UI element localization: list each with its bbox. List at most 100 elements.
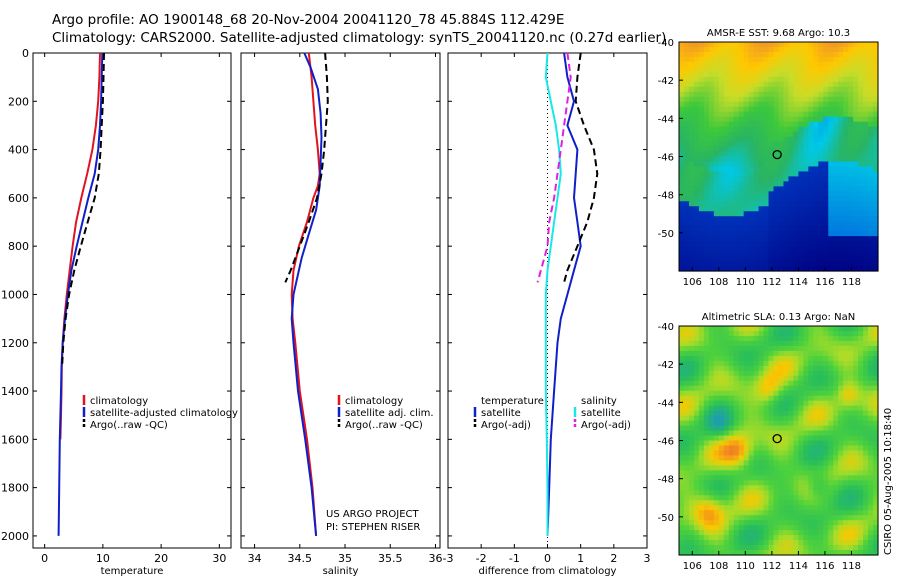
map-cell (808, 400, 814, 407)
x-tick-label: -1 (509, 552, 520, 565)
map-cell (868, 480, 874, 486)
map-cell (703, 121, 710, 128)
map-cell (798, 131, 804, 138)
map-cell (748, 510, 755, 516)
map-cell (853, 350, 859, 357)
map-cell (808, 350, 814, 357)
map-cell (733, 475, 740, 481)
map-cell (813, 96, 819, 103)
map-cell (748, 480, 755, 486)
map-cell (853, 246, 859, 252)
map-cell (679, 430, 685, 437)
map-cell (803, 490, 809, 496)
map-cell (843, 111, 849, 118)
map-cell (753, 330, 760, 337)
map-cell (679, 530, 685, 536)
map-cell (708, 435, 715, 442)
map-cell (679, 355, 685, 362)
map-cell (688, 360, 695, 367)
map-cell (848, 365, 854, 372)
map-cell (798, 231, 804, 237)
map-cell (858, 430, 864, 437)
map-cell (873, 111, 879, 118)
map-cell (873, 146, 879, 153)
map-cell (708, 136, 715, 143)
map-cell (693, 460, 700, 466)
map-cell (818, 216, 824, 222)
map-cell (683, 246, 690, 252)
map-cell (713, 126, 720, 133)
map-cell (788, 226, 795, 232)
map-cell (698, 540, 705, 546)
map-cell (778, 106, 785, 113)
map-cell (808, 186, 814, 192)
map-cell (693, 211, 700, 217)
map-cell (738, 221, 745, 227)
map-cell (858, 191, 864, 197)
map-cell (798, 121, 804, 128)
map-cell (798, 370, 804, 377)
map-cell (718, 241, 725, 247)
map-cell (823, 370, 829, 377)
map-cell (793, 211, 799, 217)
map-2-cells (679, 326, 879, 556)
map-cell (818, 385, 824, 392)
map-cell (733, 106, 740, 113)
map-cell (823, 256, 829, 262)
map-cell (873, 360, 879, 367)
map-cell (853, 460, 859, 466)
map-cell (838, 161, 844, 168)
map-cell (863, 355, 869, 362)
map-cell (723, 530, 730, 536)
map-cell (713, 221, 720, 227)
map-cell (853, 141, 859, 148)
map-cell (843, 126, 849, 133)
map-cell (703, 241, 710, 247)
map-cell (868, 540, 874, 546)
map-cell (679, 485, 685, 491)
map-cell (858, 370, 864, 377)
map-cell (713, 46, 720, 53)
map-cell (703, 96, 710, 103)
map-cell (778, 241, 785, 247)
map-cell (728, 470, 735, 476)
map-cell (743, 500, 750, 506)
map-cell (863, 390, 869, 397)
map-cell (728, 266, 735, 272)
map-cell (793, 116, 799, 123)
map-cell (783, 76, 790, 83)
map-cell (813, 490, 819, 496)
map-cell (858, 211, 864, 217)
map-cell (723, 430, 730, 437)
map-cell (758, 42, 765, 48)
map-cell (698, 156, 705, 163)
map-cell (778, 156, 785, 163)
map-cell (838, 400, 844, 407)
map-cell (803, 246, 809, 252)
map-cell (838, 156, 844, 163)
map-cell (863, 530, 869, 536)
map-cell (868, 380, 874, 387)
map-cell (688, 266, 695, 272)
map-cell (793, 395, 799, 402)
map-cell (798, 81, 804, 88)
map-cell (853, 156, 859, 163)
map-cell (758, 385, 765, 392)
x-tick-label: 34.5 (288, 552, 313, 565)
map-cell (683, 261, 690, 267)
map-cell (853, 425, 859, 432)
map-cell (813, 480, 819, 486)
map-cell (748, 266, 755, 272)
map-cell (813, 171, 819, 178)
map-cell (808, 196, 814, 202)
map-cell (813, 176, 819, 182)
map-cell (813, 186, 819, 192)
map-cell (813, 455, 819, 462)
map-cell (679, 495, 685, 501)
map-cell (798, 415, 804, 422)
map-cell (738, 425, 745, 432)
map-cell (818, 485, 824, 491)
map-cell (753, 335, 760, 342)
map-cell (718, 545, 725, 551)
map-cell (753, 460, 760, 466)
